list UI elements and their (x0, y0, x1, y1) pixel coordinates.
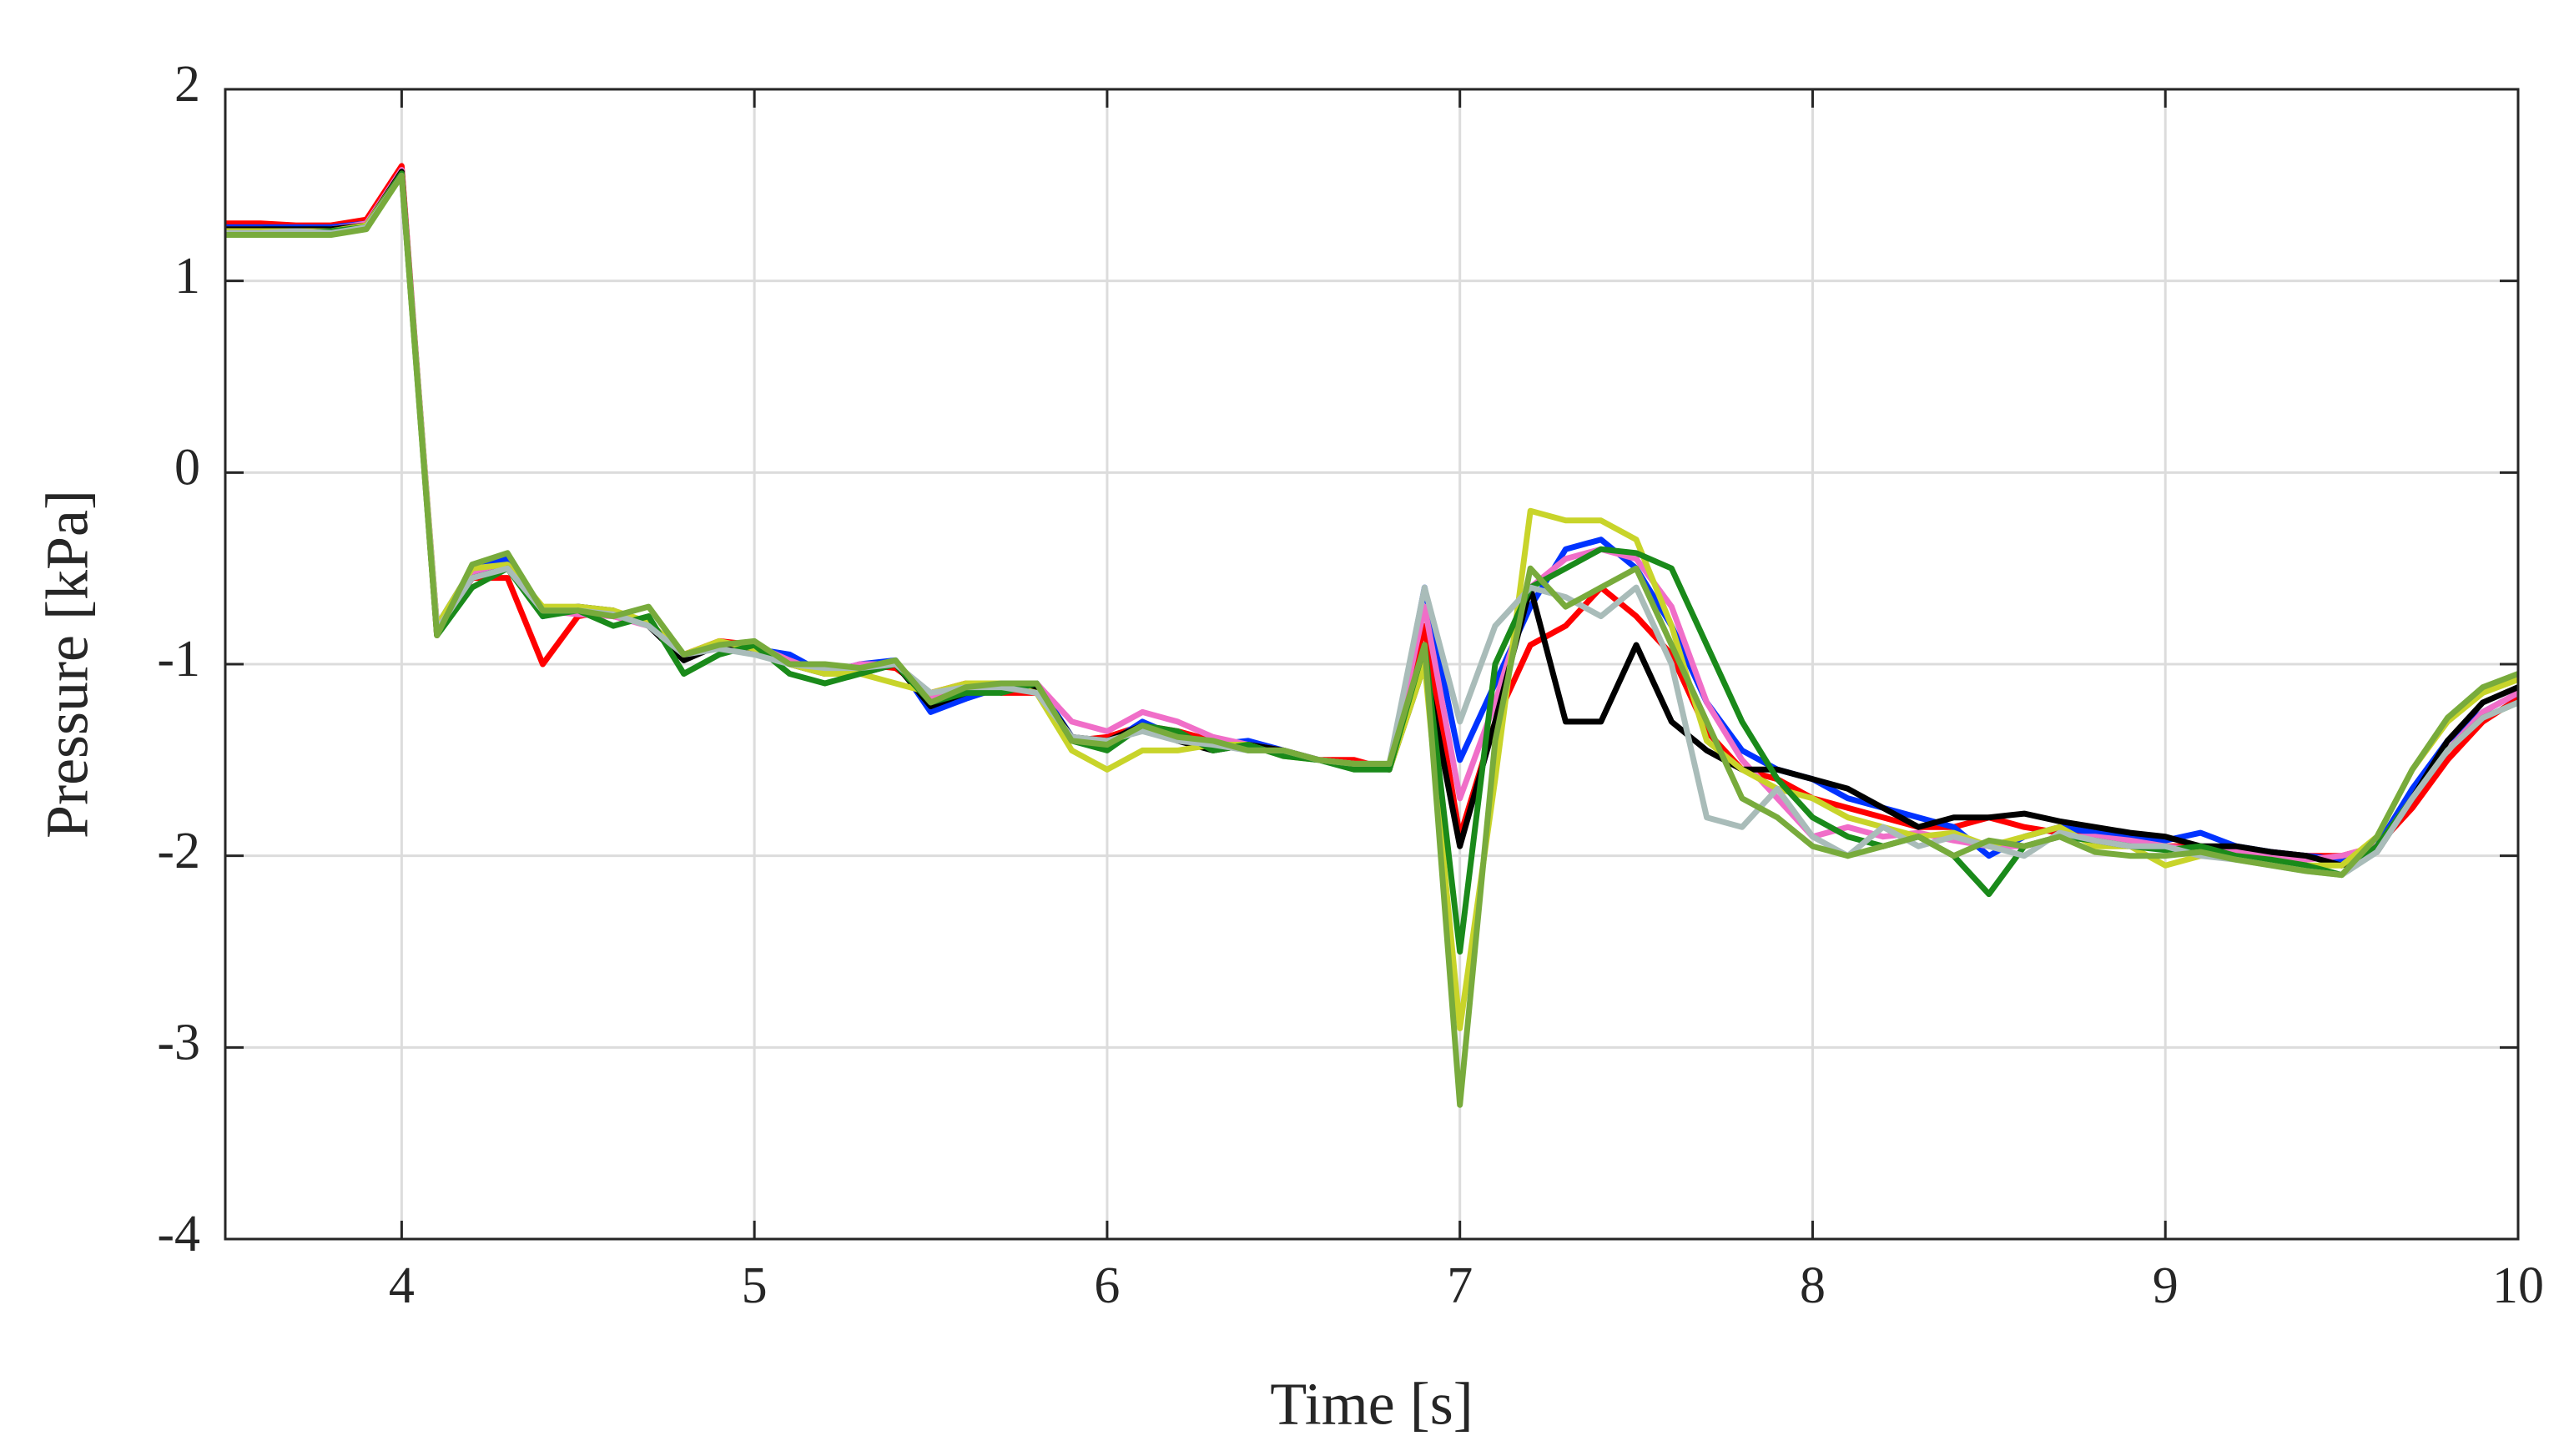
y-tick-label: -3 (157, 1015, 200, 1071)
y-tick-label: 1 (174, 248, 200, 305)
y-tick-label: -4 (157, 1206, 200, 1262)
x-tick-label: 6 (1094, 1257, 1120, 1314)
x-tick-label: 10 (2492, 1257, 2544, 1314)
y-tick-label: 2 (174, 56, 200, 113)
data-line (225, 172, 2518, 1108)
y-tick-label: -1 (157, 631, 200, 688)
x-tick-label: 7 (1447, 1257, 1473, 1314)
y-axis-title: Pressure [kPa] (34, 490, 101, 839)
x-axis-title: Time [s] (1270, 1371, 1473, 1438)
x-tick-label: 5 (742, 1257, 768, 1314)
x-tick-label: 9 (2153, 1257, 2179, 1314)
x-tick-label: 8 (1800, 1257, 1826, 1314)
y-tick-label: 0 (174, 440, 200, 496)
x-tick-label: 4 (389, 1257, 415, 1314)
y-tick-label: -2 (157, 823, 200, 879)
